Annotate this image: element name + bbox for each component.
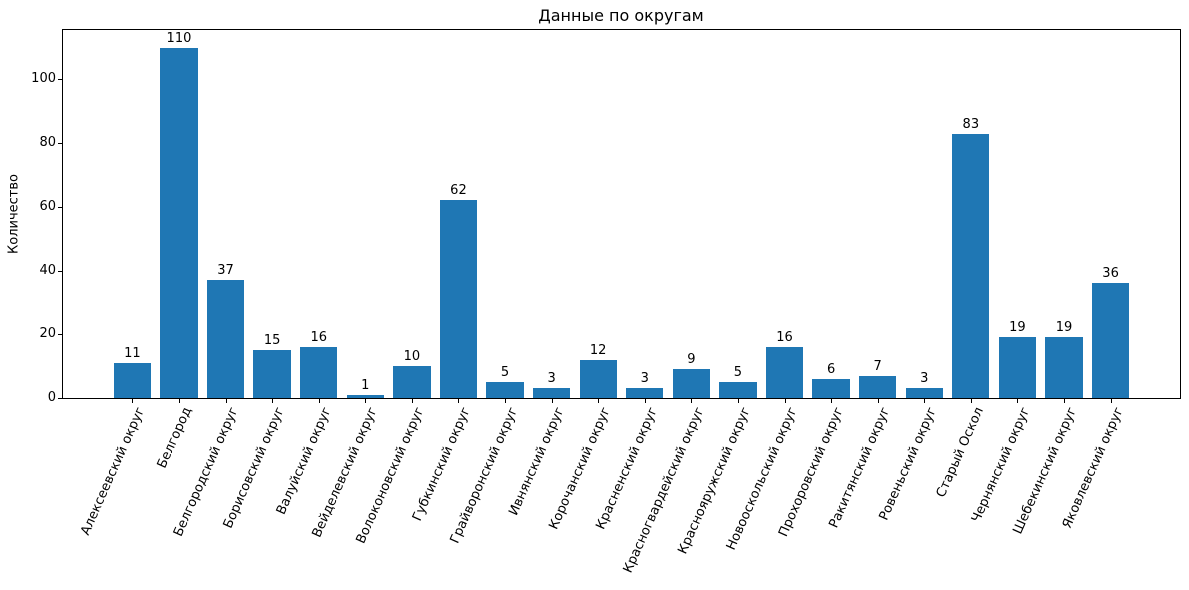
y-tick-label: 60 — [39, 198, 56, 214]
bar — [905, 388, 943, 398]
bar — [113, 362, 152, 398]
y-tick-mark — [58, 79, 62, 81]
bar — [1045, 337, 1083, 398]
y-tick-mark — [58, 398, 62, 399]
bar — [952, 133, 990, 398]
x-tick-mark — [831, 399, 833, 403]
x-tick-mark — [691, 399, 693, 403]
x-tick-mark — [598, 399, 600, 403]
y-tick-label: 20 — [39, 326, 56, 342]
bar-value-label: 3 — [920, 371, 929, 387]
y-tick-label: 40 — [39, 262, 56, 278]
x-tick-label: Красногвардейский округ — [620, 405, 708, 576]
bar — [672, 369, 710, 398]
x-tick-label: Старый Оскол — [933, 405, 987, 500]
bar — [579, 359, 617, 398]
bar — [300, 347, 338, 398]
bar-value-label: 83 — [962, 116, 980, 132]
bar-value-label: 5 — [733, 365, 743, 381]
bar-value-label: 16 — [310, 330, 327, 346]
y-tick-mark — [58, 334, 62, 336]
x-tick-label: Белгород — [154, 405, 195, 471]
bar — [812, 378, 850, 398]
bar-value-label: 10 — [403, 349, 421, 365]
bar — [160, 47, 198, 398]
x-tick-mark — [1064, 399, 1065, 403]
bar-value-label: 37 — [217, 263, 234, 279]
x-tick-mark — [1017, 399, 1019, 403]
bar-value-label: 9 — [687, 352, 696, 368]
x-tick-mark — [924, 399, 926, 403]
bar-value-label: 110 — [166, 30, 192, 46]
y-tick-label: 0 — [47, 390, 56, 405]
x-tick-mark — [1110, 399, 1112, 403]
x-tick-mark — [505, 399, 507, 403]
x-tick-mark — [272, 399, 274, 403]
x-tick-mark — [318, 399, 320, 403]
bar — [1091, 283, 1130, 398]
x-tick-mark — [225, 399, 227, 403]
bar-value-label: 3 — [547, 371, 556, 387]
bar-value-label: 12 — [589, 342, 607, 358]
y-tick-mark — [58, 270, 62, 272]
bar — [253, 350, 291, 398]
x-tick-mark — [551, 399, 553, 403]
y-tick-mark — [58, 143, 62, 145]
bar-value-label: 62 — [450, 183, 467, 199]
bar-value-label: 16 — [776, 330, 793, 346]
x-tick-mark — [970, 399, 972, 403]
bar-value-label: 19 — [1009, 320, 1026, 336]
y-axis-label: Количество — [6, 174, 22, 254]
x-tick-label: Алексеевский округ — [78, 405, 149, 538]
x-tick-mark — [178, 399, 180, 403]
x-tick-mark — [458, 399, 460, 403]
y-tick-mark — [58, 206, 62, 208]
y-tick-label: 100 — [31, 71, 56, 87]
bar-value-label: 5 — [500, 365, 510, 381]
x-tick-mark — [644, 399, 646, 403]
bar-value-label: 1 — [361, 377, 370, 393]
bar — [626, 388, 664, 398]
bar — [859, 375, 897, 398]
bar — [393, 366, 431, 398]
bar-value-label: 15 — [263, 333, 281, 349]
y-tick-label: 80 — [39, 135, 56, 151]
x-tick-mark — [365, 399, 367, 403]
bar — [346, 394, 384, 398]
bar-value-label: 6 — [826, 361, 836, 377]
bar-value-label: 11 — [124, 345, 141, 361]
x-tick-mark — [132, 399, 134, 403]
chart-title: Данные по округам — [538, 6, 704, 25]
bar — [719, 382, 757, 398]
bar — [486, 382, 524, 398]
x-tick-mark — [877, 399, 879, 403]
x-tick-mark — [411, 399, 413, 403]
bar-value-label: 36 — [1102, 266, 1119, 282]
bar-value-label: 3 — [640, 371, 649, 387]
x-tick-mark — [784, 399, 786, 403]
bar — [439, 200, 478, 398]
bar-value-label: 19 — [1055, 320, 1073, 336]
bar — [206, 280, 245, 398]
bar — [765, 347, 804, 398]
plot-area — [62, 29, 1181, 399]
bar — [532, 388, 571, 398]
x-tick-mark — [737, 399, 739, 403]
bar-value-label: 7 — [873, 358, 882, 374]
bar — [998, 337, 1037, 398]
